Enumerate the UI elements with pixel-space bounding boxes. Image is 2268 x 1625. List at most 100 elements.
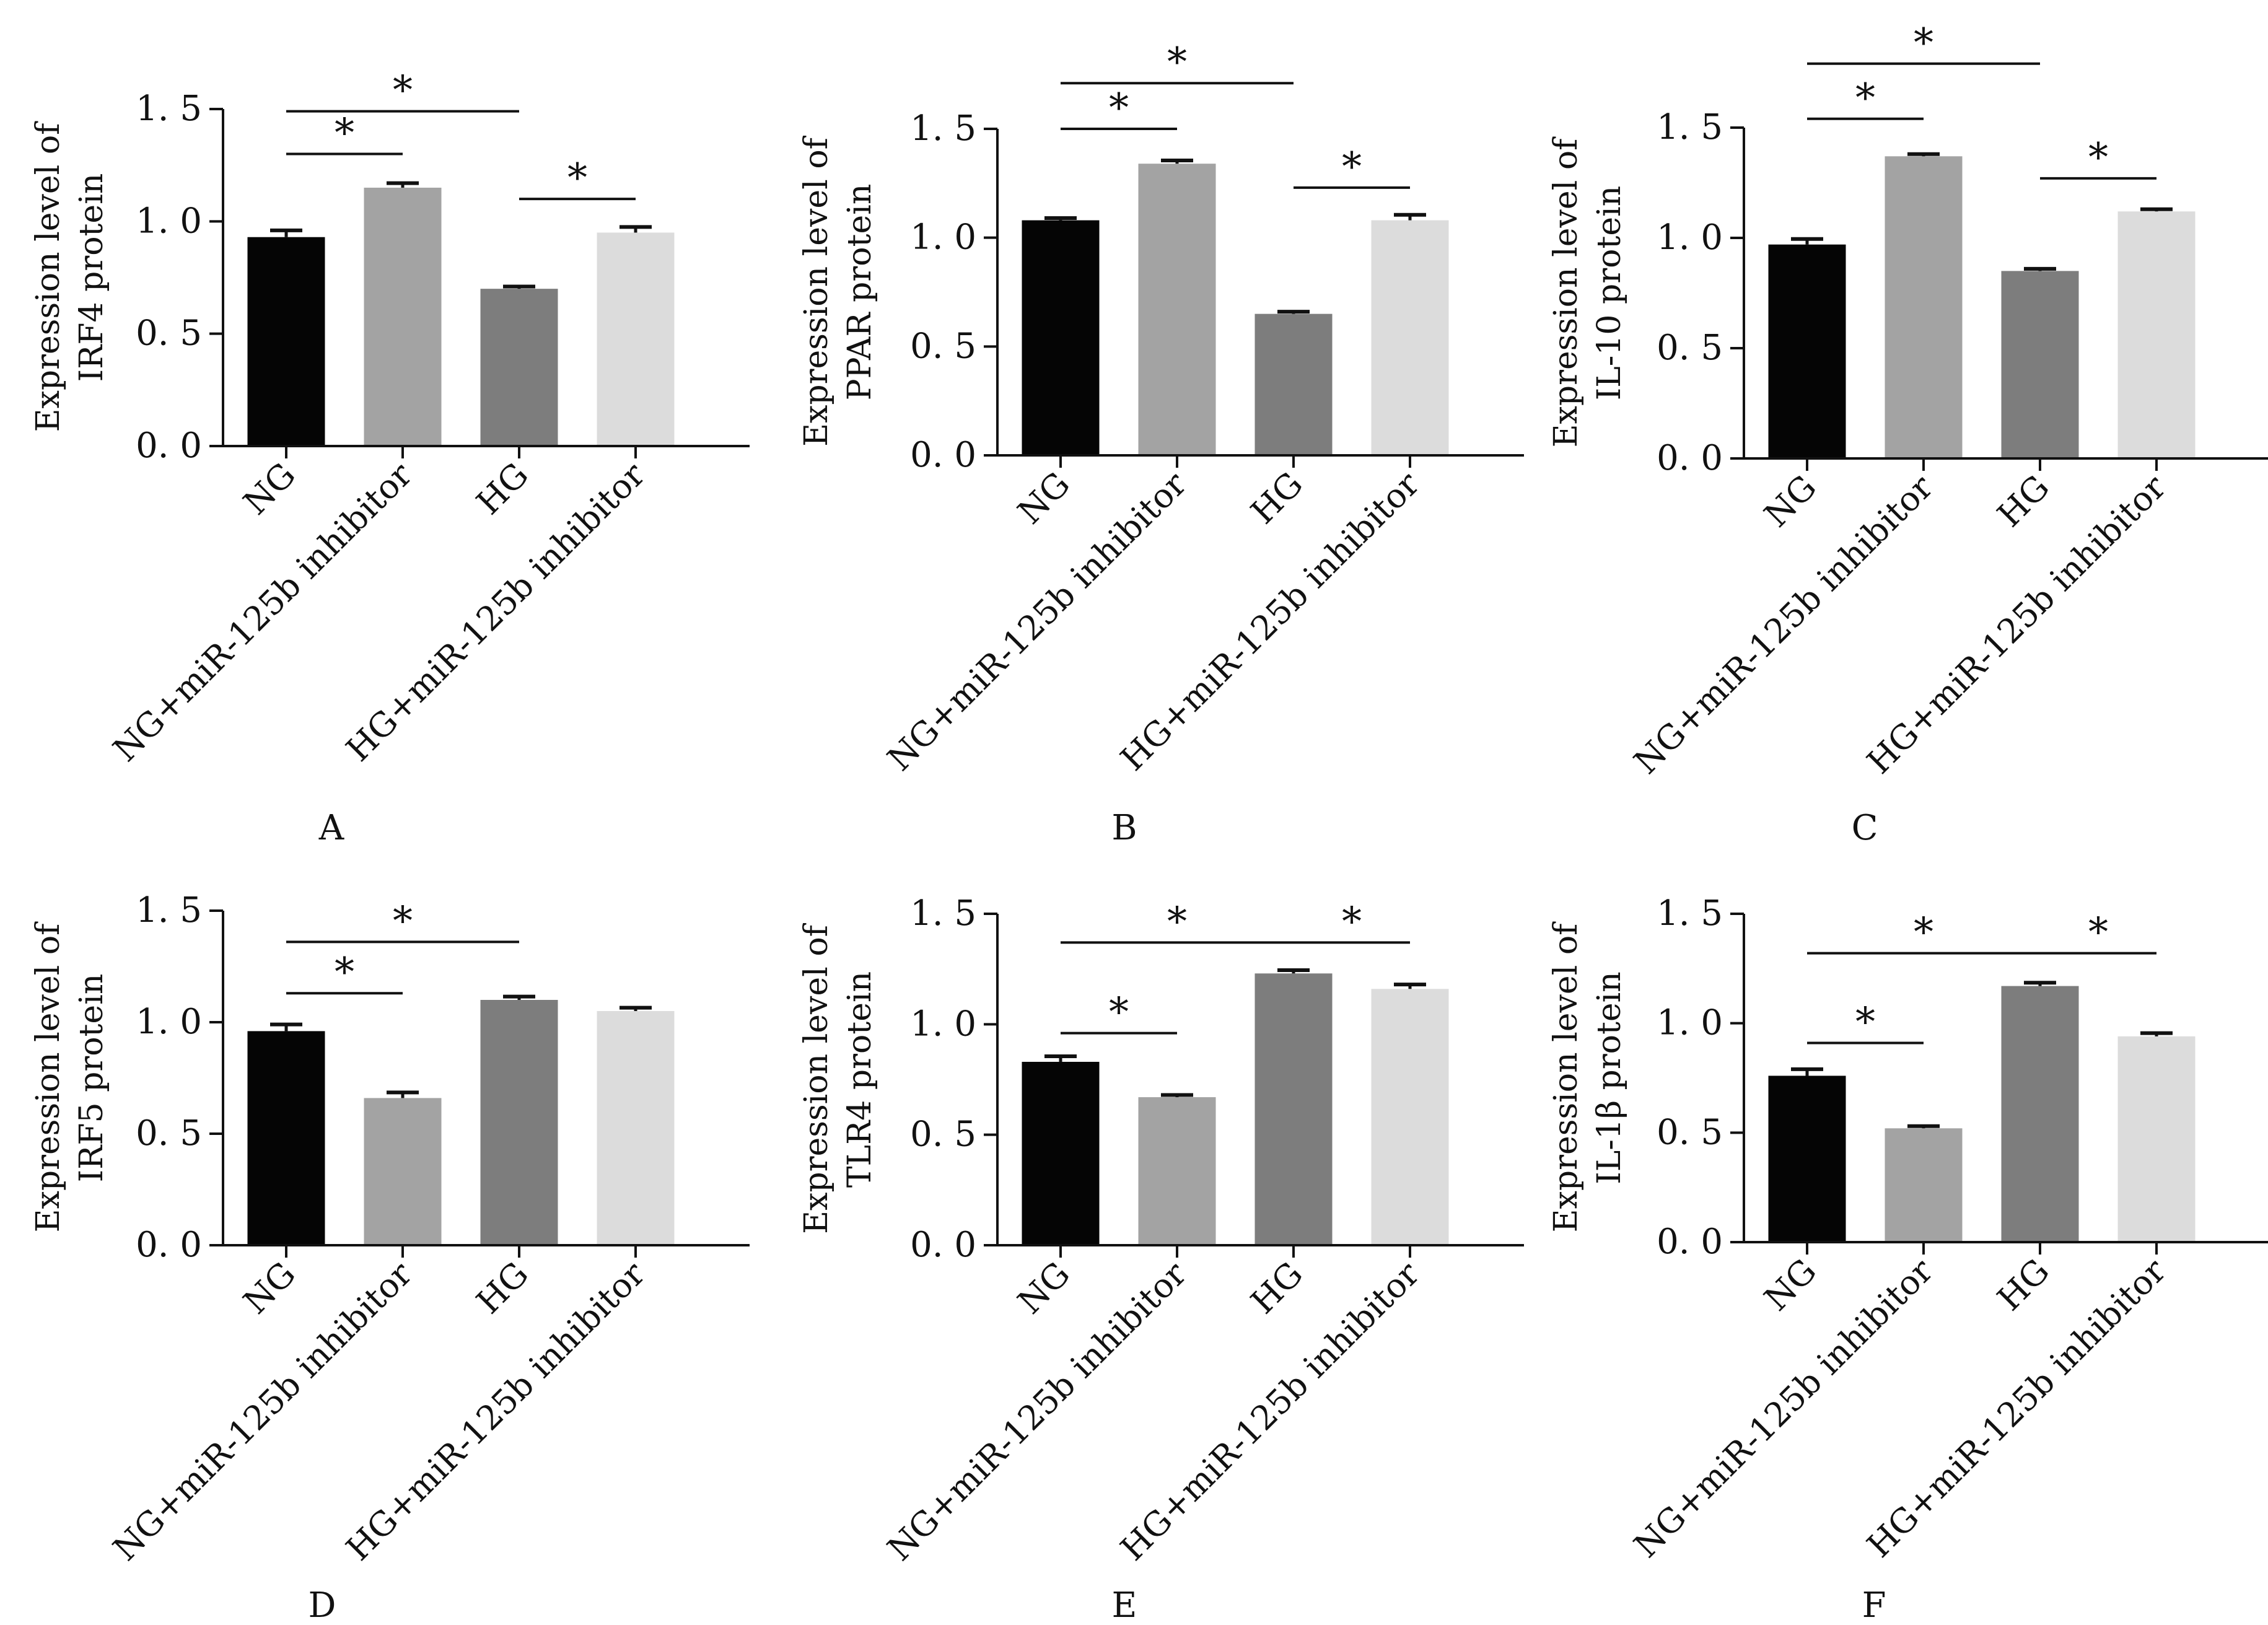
x-category-label-b-2: HG [1243, 465, 1310, 532]
bar-a-1 [364, 187, 442, 446]
significance-star-a-1: * [393, 68, 413, 114]
y-tick-label-a-1: 0. 5 [136, 313, 202, 354]
y-axis-label-line1-f: Expression level of [1548, 921, 1585, 1233]
significance-star-c-0: * [1855, 76, 1875, 121]
significance-star-b-1: * [1167, 40, 1187, 85]
x-category-label-c-2: HG [1990, 468, 2057, 535]
y-tick-label-c-3: 1. 5 [1657, 107, 1723, 147]
panel-letter-a: A [318, 808, 344, 848]
y-tick-label-d-2: 1. 0 [136, 1002, 202, 1042]
bar-f-3 [2117, 1036, 2196, 1242]
x-category-label-d-2: HG [469, 1255, 536, 1321]
y-axis-label-line1-b: Expression level of [798, 135, 835, 447]
y-tick-label-e-2: 1. 0 [910, 1004, 976, 1044]
significance-star-d-1: * [393, 898, 413, 944]
bar-b-0 [1022, 220, 1100, 455]
bar-d-2 [480, 1000, 558, 1245]
significance-star-c-1: * [1914, 20, 1933, 66]
bar-d-0 [247, 1031, 325, 1245]
x-category-label-c-0: NG [1757, 468, 1824, 535]
bar-e-3 [1371, 989, 1449, 1245]
bar-c-0 [1768, 244, 1846, 458]
y-tick-label-c-1: 0. 5 [1657, 328, 1723, 368]
y-tick-label-b-2: 1. 0 [910, 217, 976, 258]
bar-a-0 [247, 237, 325, 446]
bar-f-0 [1768, 1075, 1846, 1242]
significance-star-f-2: * [2088, 910, 2108, 956]
y-tick-label-e-1: 0. 5 [910, 1115, 976, 1155]
y-tick-label-d-0: 0. 0 [136, 1225, 202, 1265]
y-axis-label-line2-f: IL-1β protein [1591, 971, 1628, 1185]
y-tick-label-d-1: 0. 5 [136, 1113, 202, 1154]
panel-letter-e: E [1112, 1585, 1137, 1622]
y-tick-label-b-0: 0. 0 [910, 435, 976, 475]
significance-star-c-2: * [2088, 135, 2108, 181]
y-tick-label-f-3: 1. 5 [1657, 893, 1723, 934]
significance-star-f-0: * [1855, 999, 1875, 1045]
panel-letter-d: D [309, 1585, 336, 1622]
y-axis-label-line1-c: Expression level of [1548, 136, 1585, 448]
significance-star-e-1: * [1167, 899, 1187, 945]
y-axis-label-line2-a: IRF4 protein [73, 173, 110, 382]
x-category-label-a-0: NG [236, 455, 303, 522]
bar-c-3 [2117, 211, 2196, 458]
x-category-label-e-0: NG [1010, 1255, 1077, 1321]
y-tick-label-c-0: 0. 0 [1657, 438, 1723, 478]
significance-star-a-2: * [567, 155, 587, 201]
y-axis-label-line2-e: TLR4 protein [841, 971, 878, 1188]
x-category-label-e-2: HG [1243, 1255, 1310, 1321]
y-tick-label-e-3: 1. 5 [910, 893, 976, 934]
y-axis-label-line1-d: Expression level of [30, 921, 67, 1233]
bar-a-2 [480, 289, 558, 446]
y-tick-label-d-3: 1. 5 [136, 890, 202, 931]
y-axis-label-line2-d: IRF5 protein [73, 974, 110, 1183]
y-tick-label-f-2: 1. 0 [1657, 1003, 1723, 1043]
bar-b-3 [1371, 220, 1449, 455]
y-tick-label-f-0: 0. 0 [1657, 1222, 1723, 1262]
y-axis-label-line1-a: Expression level of [30, 121, 67, 432]
y-tick-label-a-0: 0. 0 [136, 426, 202, 466]
significance-star-a-0: * [335, 111, 354, 157]
significance-star-b-0: * [1109, 85, 1129, 131]
bar-a-3 [597, 232, 675, 446]
x-category-label-f-0: NG [1757, 1251, 1824, 1318]
bar-c-1 [1885, 156, 1963, 458]
bar-f-1 [1885, 1128, 1963, 1242]
y-tick-label-b-3: 1. 5 [910, 108, 976, 149]
y-tick-label-c-2: 1. 0 [1657, 217, 1723, 258]
y-tick-label-e-0: 0. 0 [910, 1225, 976, 1265]
significance-star-d-0: * [335, 950, 354, 996]
bar-e-1 [1138, 1097, 1216, 1245]
x-category-label-b-0: NG [1010, 465, 1077, 532]
significance-star-b-2: * [1342, 144, 1362, 190]
bar-c-2 [2001, 271, 2079, 458]
bar-d-3 [597, 1011, 675, 1245]
x-category-label-f-2: HG [1990, 1251, 2057, 1318]
panel-letter-c: C [1852, 808, 1878, 848]
y-tick-label-a-3: 1. 5 [136, 89, 202, 129]
bar-b-2 [1254, 313, 1333, 455]
bar-d-1 [364, 1098, 442, 1245]
y-tick-label-a-2: 1. 0 [136, 201, 202, 241]
bar-e-0 [1022, 1061, 1100, 1245]
bar-f-2 [2001, 986, 2079, 1242]
y-axis-label-line2-b: PPAR protein [841, 184, 878, 401]
significance-star-f-1: * [1914, 910, 1933, 956]
panel-letter-f: F [1862, 1585, 1886, 1622]
bar-e-2 [1254, 973, 1333, 1245]
significance-star-e-2: * [1342, 899, 1362, 945]
y-tick-label-b-1: 0. 5 [910, 326, 976, 366]
x-category-label-a-2: HG [469, 455, 536, 522]
y-axis-label-line2-c: IL-10 protein [1591, 186, 1628, 401]
x-category-label-d-0: NG [236, 1255, 303, 1321]
significance-star-e-0: * [1109, 990, 1129, 1036]
bar-b-1 [1138, 164, 1216, 455]
y-axis-label-line1-e: Expression level of [798, 922, 835, 1234]
